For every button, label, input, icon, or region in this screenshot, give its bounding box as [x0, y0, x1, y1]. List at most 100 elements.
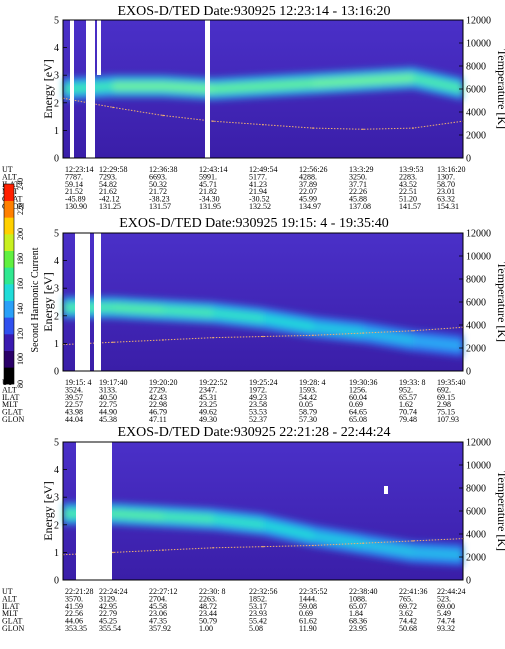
panel-3-temperature [62, 537, 464, 556]
y2tick-label: 6000 [466, 85, 486, 96]
panel-3-ylabel-right: Temperature [K] [495, 471, 505, 551]
orbit-cell: 42.43 [149, 393, 167, 402]
band-segment [363, 72, 413, 86]
orbit-cell: 22:32:56 [249, 587, 277, 596]
panel-2-band [63, 296, 463, 358]
orbit-row-label: MLT [2, 609, 18, 618]
ytick-label: 3 [54, 284, 59, 295]
orbit-cell: 45.25 [99, 617, 117, 626]
y2tick-label: 0 [466, 576, 471, 587]
orbit-cell: -45.89 [65, 195, 86, 204]
orbit-cell: 12:43:14 [199, 165, 227, 174]
panel-2-y2ticks: 0 2000 4000 6000 8000 10000 12000 [459, 229, 491, 378]
band-segment [313, 530, 363, 550]
band-segment [313, 75, 363, 89]
orbit-cell: 21.82 [199, 187, 217, 196]
orbit-cell: 1.84 [349, 609, 363, 618]
orbit-cell: 53.53 [249, 408, 267, 417]
panel-1-dropout [97, 20, 101, 75]
y2tick-label: 8000 [466, 62, 486, 73]
orbit-cell: 22.07 [299, 187, 317, 196]
band-segment [413, 72, 463, 94]
orbit-cell: 63.32 [437, 195, 455, 204]
orbit-cell: 23.01 [437, 187, 455, 196]
orbit-cell: 1307. [437, 172, 455, 181]
orbit-cell: 19:25:24 [249, 378, 277, 387]
ytick-label: 4 [54, 465, 59, 476]
orbit-cell: 5991. [199, 172, 217, 181]
orbit-row-label: GLAT [2, 408, 23, 417]
orbit-cell: 1972. [249, 385, 267, 394]
orbit-cell: 49.23 [249, 393, 267, 402]
colorbar-block [4, 317, 14, 335]
orbit-cell: 765. [399, 594, 413, 603]
orbit-cell: 154.31 [437, 202, 459, 211]
orbit-cell: 65.07 [349, 602, 367, 611]
orbit-cell: -30.52 [249, 195, 270, 204]
orbit-cell: 45.38 [99, 415, 117, 424]
temperature-point [162, 114, 164, 117]
orbit-cell: 79.48 [399, 415, 417, 424]
orbit-cell: 58.79 [299, 408, 317, 417]
orbit-cell: 2.98 [437, 400, 451, 409]
orbit-cell: 23.25 [199, 400, 217, 409]
ytick-label: 2 [54, 98, 59, 109]
colorbar-tick-label: 200 [16, 228, 25, 240]
panel-3-band [63, 502, 463, 567]
orbit-cell: 23.58 [249, 400, 267, 409]
orbit-cell: 45.58 [149, 602, 167, 611]
orbit-cell: 22:38:40 [349, 587, 377, 596]
orbit-cell: 22.98 [149, 400, 167, 409]
orbit-cell: 22.75 [99, 400, 117, 409]
band-segment [363, 539, 413, 558]
orbit-cell: 60.04 [349, 393, 367, 402]
orbit-cell: 2263. [199, 594, 217, 603]
orbit-cell: 952. [399, 385, 413, 394]
orbit-cell: 1088. [349, 594, 367, 603]
colorbar-ticks: 80 100 120 140 160 180 200 220 240 [16, 178, 25, 388]
panel-3: EXOS-D/TED Date:930925 22:21:28 - 22:44:… [2, 425, 505, 633]
orbit-cell: 41.59 [65, 602, 83, 611]
orbit-cell: 137.08 [349, 202, 371, 211]
colorbar-tick-label: 80 [16, 380, 25, 388]
orbit-cell: 42.95 [99, 602, 117, 611]
orbit-cell: 7293. [99, 172, 117, 181]
panel-2-ylabel-right: Temperature [K] [495, 262, 505, 342]
orbit-cell: 23.93 [249, 609, 267, 618]
orbit-row-label: GLON [2, 415, 24, 424]
colorbar-block [4, 350, 14, 368]
orbit-cell: 13:9:53 [399, 165, 423, 174]
orbit-cell: 41.23 [249, 180, 267, 189]
orbit-cell: 61.62 [299, 617, 317, 626]
temperature-point [262, 545, 264, 548]
y2tick-label: 12000 [466, 229, 491, 240]
orbit-cell: 53.17 [249, 602, 267, 611]
band-segment [163, 305, 213, 319]
orbit-cell: 65.57 [399, 393, 417, 402]
temperature-point [162, 339, 164, 341]
orbit-cell: 45.88 [349, 195, 367, 204]
orbit-cell: 22:44:24 [437, 587, 465, 596]
orbit-cell: 12:29:58 [99, 165, 127, 174]
temperature-point [212, 336, 214, 339]
y2tick-label: 8000 [466, 484, 486, 495]
orbit-cell: 13:16:20 [437, 165, 465, 174]
band-segment [213, 308, 263, 324]
y2tick-label: 0 [466, 154, 471, 165]
orbit-cell: 64.65 [349, 408, 367, 417]
panel-1-orbit-table: UTALTILATMLTGLATGLON12:23:147787.59.1421… [2, 165, 465, 211]
orbit-cell: 131.95 [199, 202, 221, 211]
temperature-point [262, 335, 264, 338]
orbit-cell: 19:33: 8 [399, 378, 425, 387]
temperature-line [62, 326, 464, 346]
panel-3-plot [62, 441, 464, 581]
colorbar-tick-label: 180 [16, 253, 25, 265]
ytick-label: 1 [54, 548, 59, 559]
temperature-point [412, 127, 414, 129]
orbit-row-label: MLT [2, 400, 18, 409]
colorbar-block [4, 200, 14, 218]
orbit-cell: 1593. [299, 385, 317, 394]
panel-2-orbit-table: UTALTILATMLTGLATGLON19:15: 43524.39.5722… [2, 378, 465, 424]
orbit-cell: 68.36 [349, 617, 367, 626]
y2tick-label: 12000 [466, 438, 491, 449]
